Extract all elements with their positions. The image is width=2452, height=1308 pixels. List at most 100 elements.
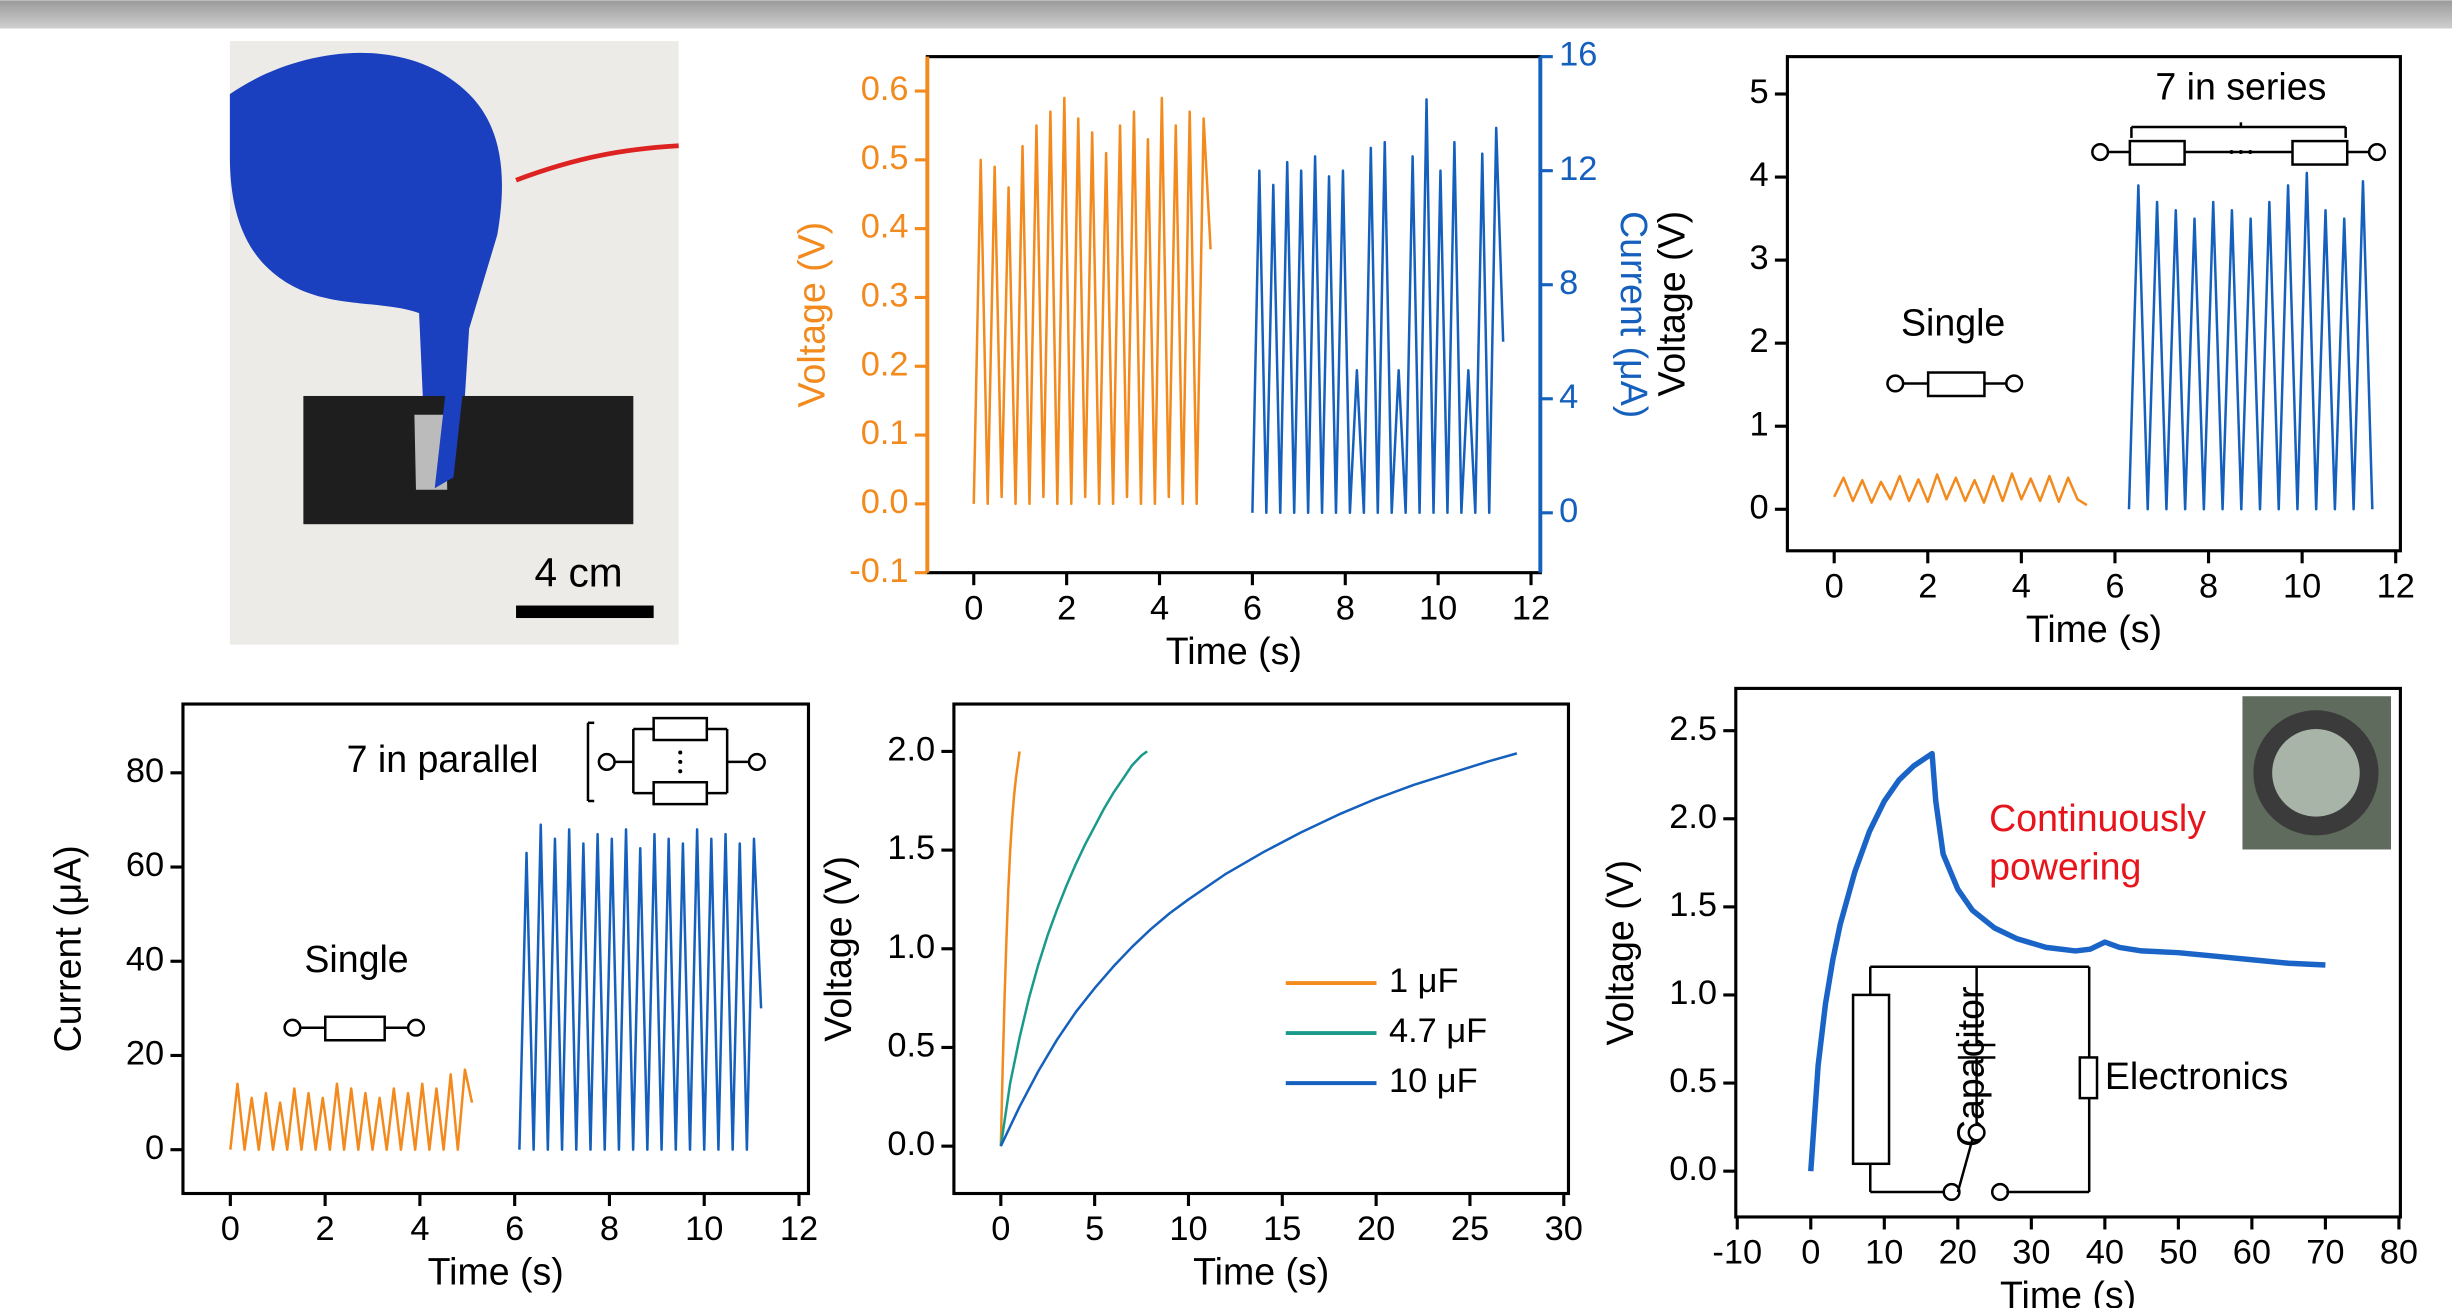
data-line [999,752,1518,1147]
y-tick-label: 0.0 [1669,1150,1717,1188]
data-line [1808,750,2326,1172]
x-tick-label: 12 [780,1210,818,1248]
plot-frame [181,702,811,1196]
chart-panel: -10 0 10 20 30 40 50 60 70 80 0.0 0.5 1.0 1.5 2.0 2.5 Ti… [1599,686,2418,1308]
x-tick-label: 0 [1825,567,1844,605]
y-tick-label: -0.1 [849,552,908,590]
legend-label: 1 μF [1389,962,1459,1000]
chart-panel: 0 5 10 15 20 25 30 0.0 0.5 1.0 1.5 2.0 Time (s) Volta… [817,702,1583,1293]
y-axis-title: Voltage (V) [1599,860,1641,1046]
y-tick-label: 2.0 [887,731,935,769]
x-tick-label: 10 [2283,567,2321,605]
finger-tip [434,391,463,489]
x-tick-label: 6 [2105,567,2124,605]
x-tick-label: 40 [2086,1234,2124,1272]
y-tick-label: 40 [126,940,164,978]
y-tick-label: 0 [1749,488,1768,526]
y-tick-label: 0.1 [861,414,909,452]
watch-inset [2242,696,2392,850]
data-line [972,96,1212,506]
circuit-terminal [2091,142,2110,162]
annotation: Single [1901,302,2005,344]
y-axis-title: Voltage (V) [1651,211,1693,397]
circuit-terminal [2367,142,2387,162]
data-line [229,1068,474,1151]
x-tick-label: 4 [1150,589,1169,627]
circuit-terminal [1886,374,1905,393]
y-tick-label: 4 [1749,156,1768,194]
y-tick-label: 0.3 [861,277,909,315]
circuit-terminal [2005,374,2024,393]
circuit-dot [678,750,683,755]
circuit-dot [2229,149,2234,155]
y2-tick-label: 8 [1559,264,1578,302]
circuit-resistor [1926,371,1986,398]
circuit-dot [678,769,683,774]
x-tick-label: 20 [1357,1210,1395,1248]
data-line [999,750,1148,1147]
y-tick-label: 60 [126,846,164,884]
annotation: 7 in series [2155,65,2326,107]
x-tick-label: 50 [2159,1234,2197,1272]
data-line [1251,98,1505,515]
y2-axis-title: Current (μA) [1613,211,1655,418]
x-tick-label: 4 [2012,567,2031,605]
x-tick-label: 2 [316,1210,335,1248]
x-tick-label: 12 [2377,567,2415,605]
x-tick-label: 2 [1057,589,1076,627]
watch-face [2272,729,2360,817]
circuit-terminal [406,1018,426,1037]
plot-frame [1785,55,2402,553]
y-axis-title: Voltage (V) [817,856,859,1042]
y-tick-label: 0.5 [887,1027,935,1065]
y2-tick-label: 4 [1559,378,1578,416]
circuit-resistor [324,1015,386,1042]
data-line [1833,472,2088,507]
x-tick-label: 0 [991,1210,1010,1248]
y-tick-label: 0.5 [1669,1062,1717,1100]
fabric-patch [303,395,634,525]
x-tick-label: 25 [1451,1210,1489,1248]
annotation: Electronics [2105,1055,2288,1097]
x-tick-label: 30 [2012,1234,2050,1272]
data-line [2127,171,2374,511]
annotation: 7 in parallel [347,738,539,780]
x-tick-label: 20 [1939,1234,1977,1272]
x-tick-label: 10 [1865,1234,1903,1272]
scale-label: 4 cm [535,550,623,596]
x-tick-label: 12 [1512,589,1550,627]
y-tick-label: 0.6 [861,70,909,108]
x-axis-title: Time (s) [2000,1274,2136,1308]
circuit-terminal [1942,1182,1961,1202]
x-tick-label: 8 [2199,567,2218,605]
x-tick-label: 10 [685,1210,723,1248]
x-axis-title: Time (s) [1193,1251,1329,1293]
y-tick-label: 0.2 [861,345,909,383]
y-tick-label: 1.0 [1669,974,1717,1012]
circuit-resistor [652,780,709,806]
plot-frame [1734,686,2402,1219]
y-tick-label: 0 [145,1129,164,1167]
x-tick-label: 80 [2380,1234,2418,1272]
circuit-terminal [1990,1182,2010,1202]
y-tick-label: 3 [1749,239,1768,277]
x-tick-label: 2 [1918,567,1937,605]
x-tick-label: 10 [1169,1210,1207,1248]
annotation: Capacitor [1949,987,1991,1148]
x-tick-label: 0 [221,1210,240,1248]
circuit-resistor [1851,993,1891,1166]
top-bar [0,0,2452,29]
annotation: Single [304,938,408,980]
x-axis-title: Time (s) [2026,608,2162,650]
circuit-resistor [2291,139,2349,166]
circuit-dot [2248,149,2253,155]
x-tick-label: 8 [600,1210,619,1248]
y2-tick-label: 16 [1559,36,1597,74]
circuit-dot [2238,149,2243,155]
legend-label: 4.7 μF [1389,1012,1487,1050]
y-tick-label: 1 [1749,405,1768,443]
circuit-wire [1956,1135,1975,1193]
